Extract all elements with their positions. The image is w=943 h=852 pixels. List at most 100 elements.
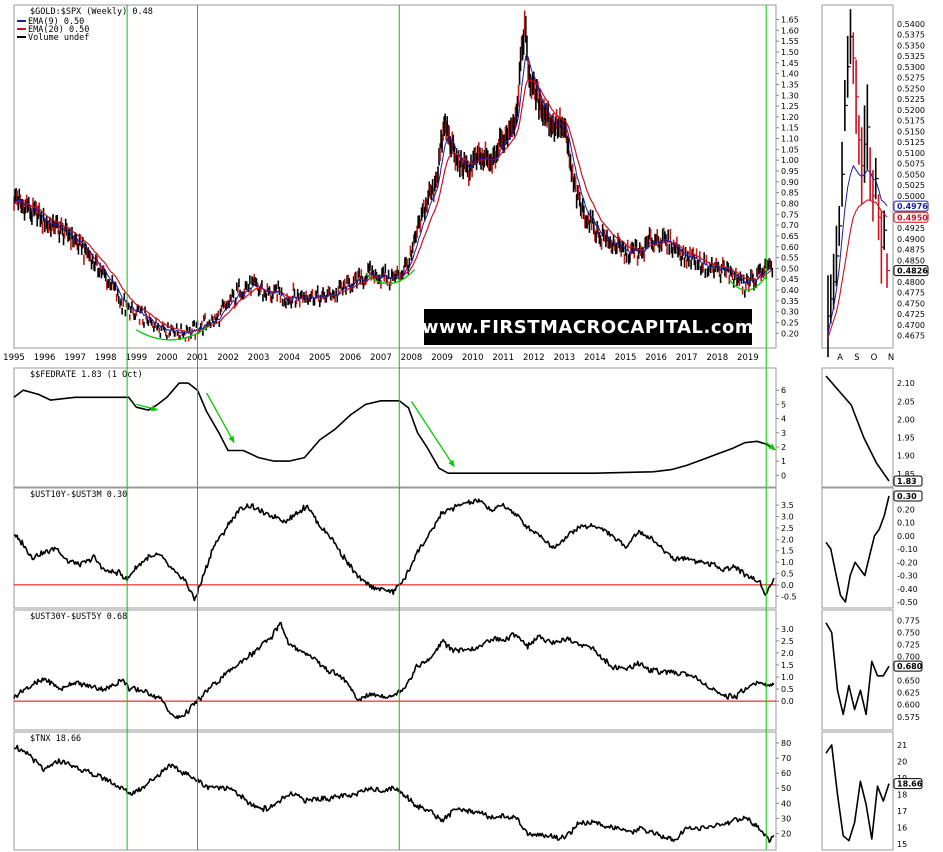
value-badge-label: 0.30 (897, 492, 917, 501)
xtick-label: 2005 (309, 353, 331, 363)
legend-swatch (17, 28, 26, 30)
zoom-ytick-label: 20 (897, 757, 907, 766)
zoom-ytick-label: 0.5000 (897, 192, 925, 201)
zoom-ytick-label: 0.00 (897, 532, 915, 541)
zoom-ytick-label: 1.95 (897, 434, 915, 443)
xtick-label: 2015 (615, 353, 637, 363)
ytick-label: 0.80 (781, 199, 799, 208)
zoom-ytick-label: 0.4775 (897, 289, 925, 298)
ytick-label: 0.85 (781, 189, 799, 198)
ytick-label: 20 (781, 829, 791, 838)
zoom-ema-fast (827, 165, 888, 334)
xtick-label: 2003 (248, 353, 270, 363)
trend-arrow (206, 392, 235, 444)
ytick-label: 0.0 (781, 581, 794, 590)
series-line-ust10y_3m (13, 498, 775, 602)
panel-title-ust10y_3m: $UST10Y-$UST3M 0.30 (30, 490, 127, 500)
ytick-label: 2.5 (781, 524, 794, 533)
zoom-ytick-label: 17 (897, 807, 907, 816)
ytick-label: -0.5 (781, 592, 797, 601)
zoom-ytick-label: 0.5175 (897, 117, 925, 126)
highlight-arc (135, 325, 211, 341)
panel-title-fedrate: $$FEDRATE 1.83 (1 Oct) (30, 370, 143, 380)
ytick-label: 1.30 (781, 91, 799, 100)
zoom-ytick-label: -0.10 (897, 545, 918, 554)
ytick-label: 30 (781, 814, 791, 823)
zoom-frame-ust10y_3m (821, 487, 894, 609)
ytick-label: 0.0 (781, 697, 794, 706)
ytick-label: 1.50 (781, 48, 799, 57)
zoom-ytick-label: 0.725 (897, 641, 920, 650)
ytick-label: 50 (781, 784, 791, 793)
series-line-tnx (13, 744, 775, 844)
zoom-ytick-label: 0.5150 (897, 127, 925, 136)
ytick-label: 0.45 (781, 275, 799, 284)
zoom-ytick-label: 0.5050 (897, 170, 925, 179)
ytick-label: 2 (781, 443, 786, 452)
zoom-ytick-label: 2.00 (897, 415, 915, 424)
panel-frame-ust10y_3m (13, 487, 777, 609)
zoom-ytick-label: 2.10 (897, 379, 915, 388)
xtick-label: 2010 (462, 353, 484, 363)
zoom-ytick-label: -0.50 (897, 598, 918, 607)
zoom-ytick-label: 0.5250 (897, 84, 925, 93)
ytick-label: 1.35 (781, 80, 799, 89)
ytick-label: 2.0 (781, 649, 794, 658)
value-badge-label: 0.4950 (897, 213, 928, 222)
value-badge (893, 200, 929, 212)
ytick-label: 1.0 (781, 673, 794, 682)
ytick-label: 1.10 (781, 135, 799, 144)
value-badge (893, 475, 923, 487)
xtick-label: 1998 (95, 353, 117, 363)
xtick-label: 2007 (370, 353, 392, 363)
zoom-ytick-label: 0.5375 (897, 31, 925, 40)
ytick-label: 0.60 (781, 243, 799, 252)
panel-title-ust30y_5y: $UST30Y-$UST5Y 0.68 (30, 612, 127, 622)
zoom-ytick-label: 0.4800 (897, 278, 925, 287)
zoom-ytick-label: 0.5200 (897, 106, 925, 115)
trend-arrow-head (448, 459, 455, 467)
zoom-ytick-label: 21 (897, 741, 907, 750)
ytick-label: 0.30 (781, 308, 799, 317)
ytick-label: 0.75 (781, 210, 799, 219)
xtick-label: 2018 (706, 353, 728, 363)
value-badge (893, 660, 923, 672)
ytick-label: 1.20 (781, 113, 799, 122)
value-badge (893, 778, 923, 790)
panel-frame-gold_spx (13, 4, 777, 349)
watermark-text: www.FIRSTMACROCAPITAL.com (422, 317, 754, 338)
value-badge-label: 0.4826 (897, 267, 928, 276)
zoom-ytick-label: 0.5225 (897, 95, 925, 104)
zoom-ytick-label: 0.4700 (897, 321, 925, 330)
zoom-ytick-label: 0.700 (897, 653, 920, 662)
zoom-ytick-label: 2.05 (897, 397, 915, 406)
xtick-label: 2000 (156, 353, 178, 363)
zoom-ytick-label: 0.5350 (897, 41, 925, 50)
zoom-ytick-label: 0.5400 (897, 20, 925, 29)
zoom-ytick-label: 0.575 (897, 713, 920, 722)
ytick-label: 0.70 (781, 221, 799, 230)
zoom-ytick-label: 0.650 (897, 677, 920, 686)
legend-swatch (17, 36, 26, 38)
zoom-ytick-label: -0.30 (897, 572, 918, 581)
legend-swatch (17, 20, 26, 22)
value-badge (893, 490, 923, 502)
ytick-label: 0.40 (781, 286, 799, 295)
zoom-frame-ust30y_5y (821, 609, 894, 731)
zoom-series-fedrate (825, 375, 890, 482)
xtick-label: 2009 (431, 353, 453, 363)
ytick-label: 3.5 (781, 501, 794, 510)
ytick-label: 0.5 (781, 685, 794, 694)
value-badge-label: 1.83 (897, 477, 917, 486)
trend-arrow-head (768, 443, 776, 450)
xtick-label: 2008 (401, 353, 423, 363)
zoom-ytick-label: 0.4875 (897, 246, 925, 255)
zoom-xtick-label: N (888, 353, 894, 363)
zoom-ytick-label: 0.4725 (897, 310, 925, 319)
zoom-ytick-label: 16 (897, 823, 907, 832)
ytick-label: 2.5 (781, 637, 794, 646)
zoom-ytick-label: -0.20 (897, 558, 918, 567)
ytick-label: 5 (781, 400, 786, 409)
zoom-ytick-label: 0.4925 (897, 224, 925, 233)
